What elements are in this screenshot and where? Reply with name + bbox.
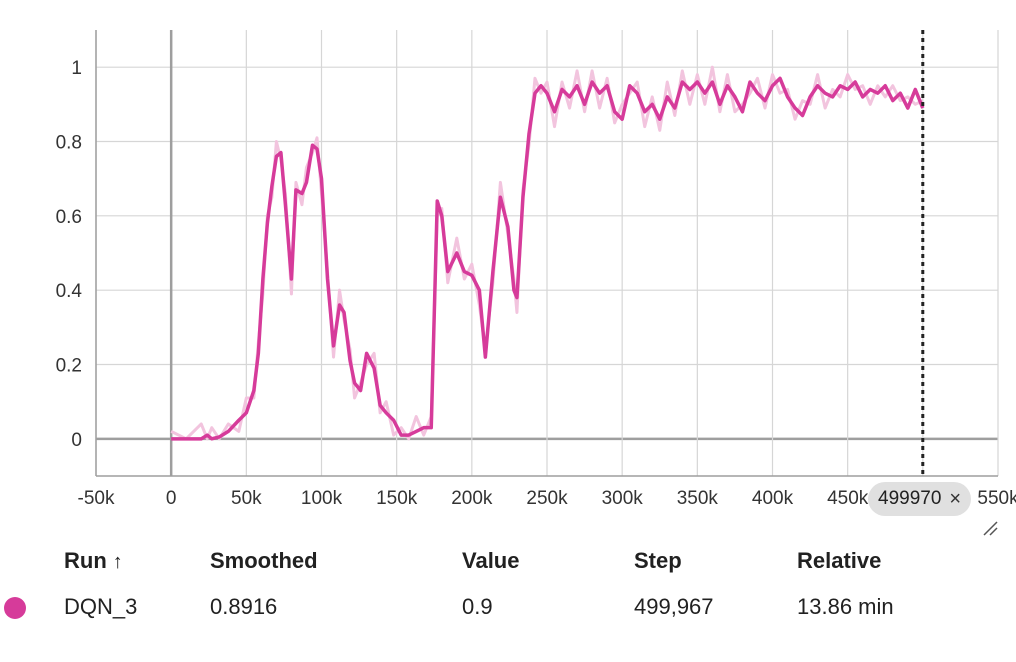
relative-column-header[interactable]: Relative [797, 548, 882, 573]
color-column-header [0, 538, 64, 584]
run-header-label: Run [64, 548, 107, 573]
step-value: 499,967 [634, 594, 714, 619]
y-tick-label: 0.2 [56, 356, 82, 377]
value-column-header[interactable]: Value [462, 548, 520, 573]
run-name: DQN_3 [64, 594, 138, 619]
table-row: DQN_3 0.8916 0.9 499,967 13.86 min [0, 584, 1016, 630]
x-tick-label: 450k [827, 488, 869, 509]
relative-time: 13.86 min [797, 594, 894, 619]
hover-step-label: 499970 [878, 488, 942, 509]
y-tick-label: 0 [71, 430, 82, 451]
run-color-cell [0, 584, 64, 630]
table-header-row: Run ↑ Smoothed Value Step Relative [0, 538, 1016, 584]
chart-axes [95, 30, 998, 477]
x-tick-label: 200k [451, 488, 493, 509]
smoothed-value: 0.8916 [210, 594, 278, 619]
y-axis-tick-labels: 0 0.2 0.4 0.6 0.8 1 [56, 58, 83, 451]
raw-value: 0.9 [462, 594, 493, 619]
run-column-header[interactable]: Run ↑ [64, 538, 210, 584]
scalar-chart[interactable]: 0 0.2 0.4 0.6 0.8 1 -50k 0 50k 100k 150k 200k 250k 3… [0, 0, 1016, 540]
smoothed-series-line [171, 76, 925, 441]
x-tick-label: 100k [301, 488, 343, 509]
x-tick-label: 50k [231, 488, 262, 509]
chart-grid [95, 30, 999, 476]
x-tick-label: -50k [78, 488, 115, 509]
x-tick-label: 400k [752, 488, 794, 509]
hover-step-badge: 499970 × [868, 482, 972, 516]
close-icon[interactable]: × [949, 487, 962, 510]
run-table: Run ↑ Smoothed Value Step Relative DQN_3 … [0, 538, 1016, 630]
sort-arrow-icon[interactable]: ↑ [112, 551, 123, 573]
y-tick-label: 0.6 [56, 207, 82, 228]
x-tick-label: 300k [602, 488, 644, 509]
smoothed-column-header[interactable]: Smoothed [210, 548, 318, 573]
x-tick-label: 350k [677, 488, 719, 509]
x-tick-label: 250k [526, 488, 568, 509]
x-tick-label: 150k [376, 488, 418, 509]
smoothed-series-layer [171, 76, 925, 441]
run-color-dot [4, 597, 26, 620]
y-tick-label: 1 [71, 58, 82, 79]
step-column-header[interactable]: Step [634, 548, 682, 573]
y-tick-label: 0.4 [56, 281, 83, 302]
resize-handle-icon[interactable] [982, 520, 998, 536]
x-tick-label: 0 [166, 488, 177, 509]
y-tick-label: 0.8 [56, 133, 82, 154]
x-tick-label: 550k [977, 488, 1016, 509]
